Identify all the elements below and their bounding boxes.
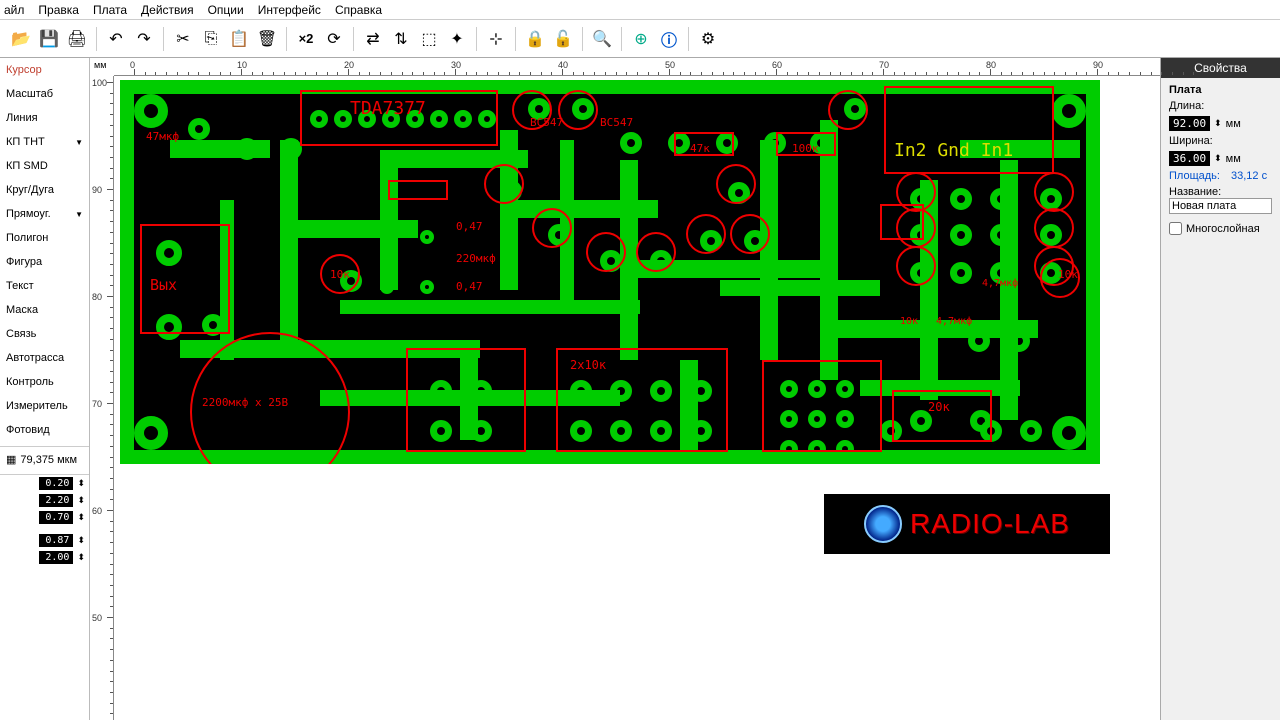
snap-icon[interactable]: ⊹ bbox=[483, 26, 509, 52]
zoom-icon[interactable]: 🔍 bbox=[589, 26, 615, 52]
props-length-value[interactable]: 92.00 bbox=[1169, 116, 1210, 131]
menu-help[interactable]: Справка bbox=[335, 3, 382, 17]
props-length-label: Длина: bbox=[1169, 100, 1272, 112]
props-title: Свойства bbox=[1161, 58, 1280, 78]
group-icon[interactable]: ⬚ bbox=[416, 26, 442, 52]
tool-Фотовид[interactable]: Фотовид bbox=[0, 418, 89, 442]
unlock-icon[interactable]: 🔓 bbox=[550, 26, 576, 52]
redo-icon[interactable]: ↷ bbox=[131, 26, 157, 52]
props-width-value[interactable]: 36.00 bbox=[1169, 151, 1210, 166]
tool-palette: КурсорМасштабЛинияКП ТНТ▼КП SMDКруг/Дуга… bbox=[0, 58, 90, 720]
rotate-icon[interactable]: ⟳ bbox=[321, 26, 347, 52]
watermark-logo: RADIO-LAB bbox=[824, 494, 1110, 554]
canvas[interactable]: мм 0102030405060708090 1009080706050 TDA… bbox=[90, 58, 1160, 720]
mirror-h-icon[interactable]: ⇄ bbox=[360, 26, 386, 52]
tool-Фигура[interactable]: Фигура bbox=[0, 250, 89, 274]
tool-Круг/Дуга[interactable]: Круг/Дуга bbox=[0, 178, 89, 202]
param-0[interactable]: 0.20⬍ bbox=[0, 475, 89, 492]
tool-Полигон[interactable]: Полигон bbox=[0, 226, 89, 250]
menu-edit[interactable]: Правка bbox=[38, 3, 79, 17]
ruler-horizontal: 0102030405060708090 bbox=[114, 58, 1160, 76]
menu-actions[interactable]: Действия bbox=[141, 3, 194, 17]
pcb-board[interactable]: TDA7377In2 Gnd In1BC547BC54747мкфВых2200… bbox=[120, 80, 1100, 464]
ruler-vertical: 1009080706050 bbox=[90, 76, 114, 720]
param-1[interactable]: 2.20⬍ bbox=[0, 492, 89, 509]
paste-icon[interactable]: 📋 bbox=[226, 26, 252, 52]
props-name-label: Название: bbox=[1169, 186, 1272, 198]
props-area-label: Площадь: bbox=[1169, 170, 1220, 182]
tool-Автотрасса[interactable]: Автотрасса bbox=[0, 346, 89, 370]
props-area-value: 33,12 с bbox=[1231, 170, 1267, 182]
tool-Курсор[interactable]: Курсор bbox=[0, 58, 89, 82]
menu-file[interactable]: айл bbox=[4, 3, 24, 17]
tool-Связь[interactable]: Связь bbox=[0, 322, 89, 346]
x2-icon[interactable]: ×2 bbox=[293, 26, 319, 52]
tool-КП SMD[interactable]: КП SMD bbox=[0, 154, 89, 178]
tool-Контроль[interactable]: Контроль bbox=[0, 370, 89, 394]
tool-КП ТНТ[interactable]: КП ТНТ▼ bbox=[0, 130, 89, 154]
tool-Прямоуг.[interactable]: Прямоуг.▼ bbox=[0, 202, 89, 226]
toolbar: 📂 💾 🖨 ↶ ↷ ✂ ⎘ 📋 🗑 ×2 ⟳ ⇄ ⇅ ⬚ ✦ ⊹ 🔒 🔓 🔍 ⊕… bbox=[0, 20, 1280, 58]
info-icon[interactable]: ⓘ bbox=[656, 26, 682, 52]
undo-icon[interactable]: ↶ bbox=[103, 26, 129, 52]
lock-icon[interactable]: 🔒 bbox=[522, 26, 548, 52]
copy-icon[interactable]: ⎘ bbox=[198, 26, 224, 52]
menu-options[interactable]: Опции bbox=[208, 3, 244, 17]
logo-power-icon bbox=[864, 505, 902, 543]
grid-readout: ▦79,375 мкм bbox=[0, 447, 89, 472]
tool-Измеритель[interactable]: Измеритель bbox=[0, 394, 89, 418]
menu-board[interactable]: Плата bbox=[93, 3, 127, 17]
param-2[interactable]: 0.70⬍ bbox=[0, 509, 89, 526]
open-icon[interactable]: 📂 bbox=[8, 26, 34, 52]
properties-panel: Свойства Плата Длина: 92.00⬍мм Ширина: 3… bbox=[1160, 58, 1280, 720]
unit-label: мм bbox=[94, 60, 106, 70]
tool-Маска[interactable]: Маска bbox=[0, 298, 89, 322]
target-icon[interactable]: ⊕ bbox=[628, 26, 654, 52]
props-board-label: Плата bbox=[1169, 84, 1272, 96]
save-icon[interactable]: 💾 bbox=[36, 26, 62, 52]
cut-icon[interactable]: ✂ bbox=[170, 26, 196, 52]
tool-Масштаб[interactable]: Масштаб bbox=[0, 82, 89, 106]
menubar: айл Правка Плата Действия Опции Интерфей… bbox=[0, 0, 1280, 20]
props-width-label: Ширина: bbox=[1169, 135, 1272, 147]
tool-Линия[interactable]: Линия bbox=[0, 106, 89, 130]
props-name-input[interactable] bbox=[1169, 198, 1272, 214]
menu-interface[interactable]: Интерфейс bbox=[258, 3, 321, 17]
props-multilayer-checkbox[interactable] bbox=[1169, 222, 1182, 235]
gear-icon[interactable]: ⚙ bbox=[695, 26, 721, 52]
tool-Текст[interactable]: Текст bbox=[0, 274, 89, 298]
param-3[interactable]: 0.87⬍ bbox=[0, 532, 89, 549]
mirror-v-icon[interactable]: ⇅ bbox=[388, 26, 414, 52]
print-icon[interactable]: 🖨 bbox=[64, 26, 90, 52]
delete-icon[interactable]: 🗑 bbox=[254, 26, 280, 52]
param-4[interactable]: 2.00⬍ bbox=[0, 549, 89, 566]
tune-icon[interactable]: ✦ bbox=[444, 26, 470, 52]
